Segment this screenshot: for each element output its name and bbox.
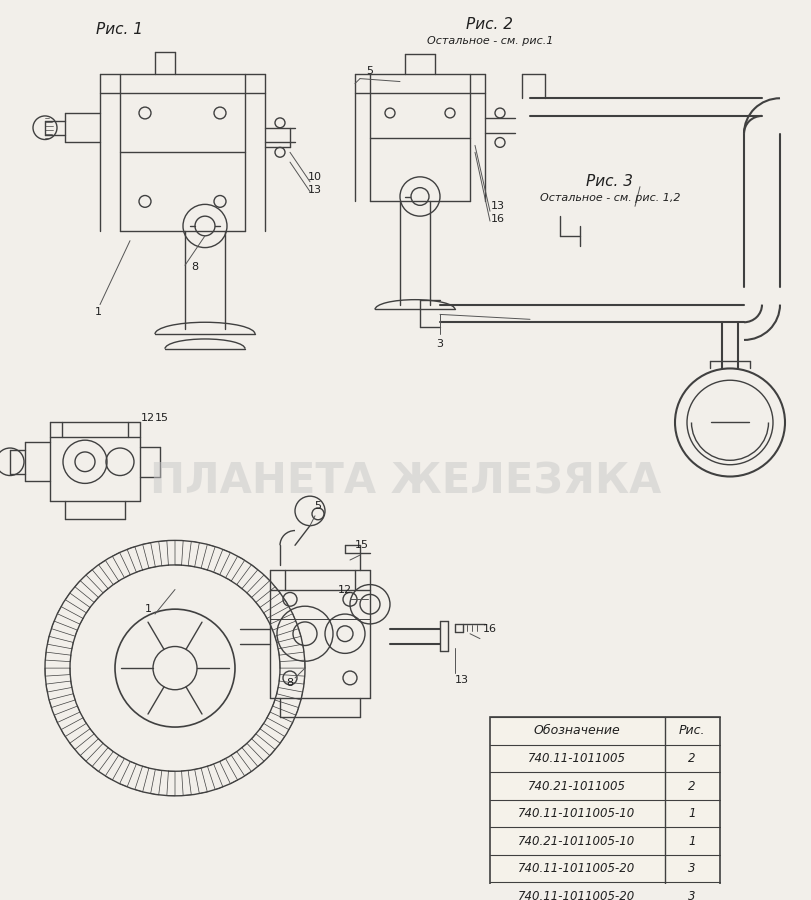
Text: 5: 5 (314, 501, 321, 511)
Text: 740.11-1011005: 740.11-1011005 (527, 752, 625, 765)
Text: 3: 3 (688, 889, 695, 900)
Text: Рис. 2: Рис. 2 (466, 17, 513, 32)
Text: 13: 13 (454, 675, 469, 685)
Text: 12: 12 (141, 412, 155, 423)
Text: 3: 3 (688, 862, 695, 875)
Text: 740.11-1011005-20: 740.11-1011005-20 (517, 862, 635, 875)
Text: ПЛАНЕТА ЖЕЛЕЗЯКА: ПЛАНЕТА ЖЕЛЕЗЯКА (150, 461, 661, 502)
Text: 16: 16 (491, 214, 504, 224)
Text: 1: 1 (688, 834, 695, 848)
Text: Обозначение: Обозначение (533, 724, 620, 737)
Text: 8: 8 (191, 262, 199, 272)
Text: 10: 10 (307, 172, 322, 182)
Text: 740.21-1011005: 740.21-1011005 (527, 779, 625, 793)
Text: 5: 5 (366, 66, 373, 76)
Text: Рис. 1: Рис. 1 (97, 22, 144, 37)
Text: 1: 1 (144, 604, 152, 614)
Text: 740.11-1011005-20: 740.11-1011005-20 (517, 889, 635, 900)
Text: 15: 15 (155, 412, 169, 423)
Text: 2: 2 (688, 752, 695, 765)
Text: 8: 8 (286, 678, 294, 688)
Text: Остальное - см. рис. 1,2: Остальное - см. рис. 1,2 (539, 194, 680, 203)
Text: 740.11-1011005-10: 740.11-1011005-10 (517, 807, 635, 820)
Text: 1: 1 (94, 308, 101, 318)
Text: Остальное - см. рис.1: Остальное - см. рис.1 (427, 36, 552, 46)
Text: 13: 13 (491, 202, 504, 211)
Text: 16: 16 (483, 624, 496, 634)
Text: 12: 12 (337, 584, 352, 595)
Text: 13: 13 (307, 184, 322, 194)
Text: 15: 15 (354, 540, 368, 550)
Text: Рис.: Рис. (678, 724, 705, 737)
Text: Рис. 3: Рис. 3 (586, 175, 633, 189)
Text: 2: 2 (688, 779, 695, 793)
Text: 1: 1 (688, 807, 695, 820)
Text: 3: 3 (436, 339, 443, 349)
Bar (489, 717, 719, 900)
Text: 740.21-1011005-10: 740.21-1011005-10 (517, 834, 635, 848)
